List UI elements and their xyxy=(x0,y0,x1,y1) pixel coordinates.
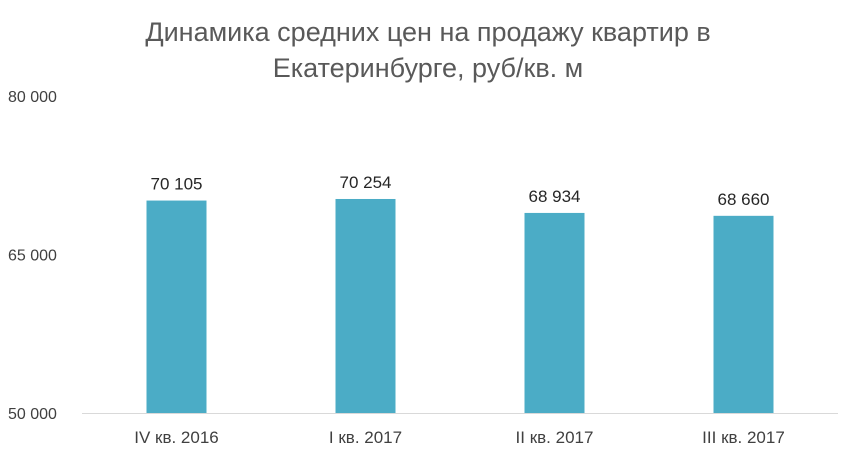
x-tick-label: IV кв. 2016 xyxy=(134,428,219,447)
data-label: 70 254 xyxy=(340,173,392,192)
bar xyxy=(525,213,585,413)
bar xyxy=(147,201,207,413)
y-tick-label: 50 000 xyxy=(8,406,57,423)
x-tick-label: III кв. 2017 xyxy=(702,428,785,447)
data-label: 68 934 xyxy=(529,187,581,206)
bar xyxy=(714,216,774,413)
x-tick-label: II кв. 2017 xyxy=(516,428,594,447)
bar xyxy=(336,199,396,413)
x-tick-label: I кв. 2017 xyxy=(329,428,402,447)
data-label: 68 660 xyxy=(718,190,770,209)
y-tick-label: 65 000 xyxy=(8,248,57,265)
y-tick-label: 80 000 xyxy=(8,89,57,106)
data-label: 70 105 xyxy=(151,175,203,194)
